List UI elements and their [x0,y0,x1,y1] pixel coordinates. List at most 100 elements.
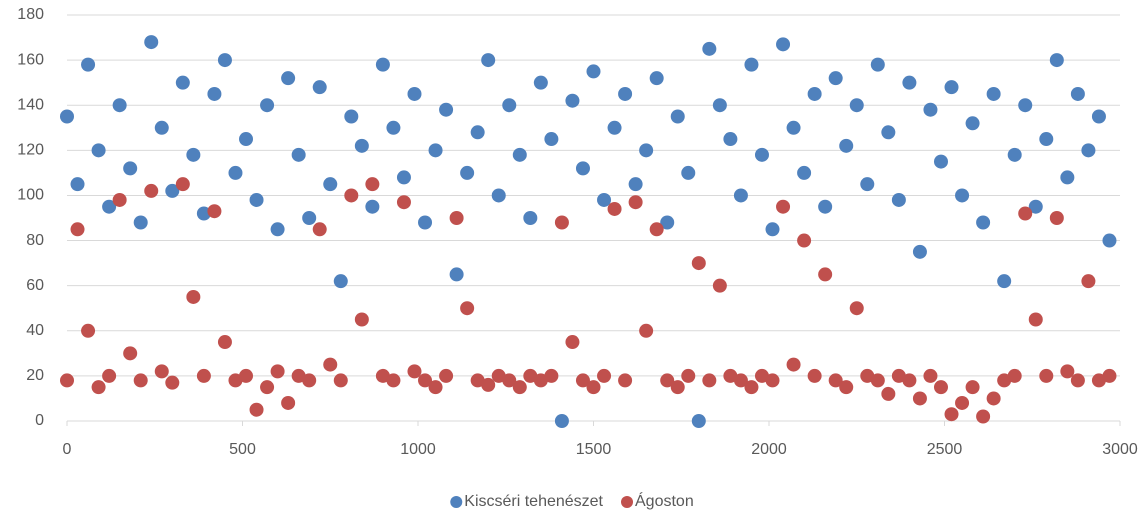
point [449,211,464,225]
point [586,64,601,79]
point [523,211,538,225]
point [260,380,275,395]
point [712,98,727,113]
point [1039,132,1054,147]
point [660,215,675,230]
point [554,215,569,230]
point [933,380,948,395]
point [186,289,201,304]
point [239,368,254,383]
point [1007,147,1022,162]
point [470,373,485,388]
point [923,368,938,383]
y-tick-label: 180 [17,6,44,23]
point [565,93,580,108]
point [228,165,243,180]
point [965,380,980,395]
point [102,368,117,383]
point [723,368,738,383]
point [396,195,411,210]
point [418,373,433,388]
point [607,201,622,216]
point [997,373,1012,388]
point [860,177,875,192]
point [449,267,464,282]
point [944,80,959,95]
point [186,147,201,162]
point [165,375,180,390]
point [828,71,843,86]
point [976,215,991,230]
point [207,204,222,219]
point [797,165,812,180]
point [312,80,327,95]
point [460,301,475,316]
point [512,380,527,395]
point [1091,373,1106,388]
point [270,364,285,379]
point [523,368,538,383]
point [418,215,433,230]
point [228,373,243,388]
x-tick-label: 1500 [576,441,612,458]
point [575,373,590,388]
point [123,161,138,176]
point [217,335,232,350]
point [902,373,917,388]
point [797,233,812,248]
point [628,177,643,192]
point [333,274,348,289]
point [881,125,896,140]
point [702,41,717,56]
point [533,373,548,388]
y-tick-label: 120 [17,142,44,159]
point [870,57,885,72]
point [828,373,843,388]
point [776,199,791,214]
point [386,373,401,388]
point [1039,368,1054,383]
point [723,132,738,147]
x-tick-label: 500 [229,441,256,458]
point [776,37,791,52]
point [154,364,169,379]
point [691,256,706,271]
point [207,86,222,101]
point [481,377,496,392]
point [618,373,633,388]
point [986,86,1001,101]
point [386,120,401,135]
point [70,177,85,192]
point [102,199,117,214]
point [502,98,517,113]
point [407,86,422,101]
legend-marker [450,496,463,508]
point [744,380,759,395]
point [439,368,454,383]
point [375,57,390,72]
point [123,346,138,361]
point [807,368,822,383]
point [649,71,664,86]
point [691,414,706,428]
point [1060,364,1075,379]
y-tick-label: 80 [26,232,44,249]
point [175,75,190,90]
point [765,373,780,388]
point [112,98,127,113]
point [81,323,96,338]
point [312,222,327,237]
y-tick-label: 60 [26,277,44,294]
point [712,278,727,293]
point [239,132,254,147]
series [60,35,1117,428]
point [133,215,148,230]
point [702,373,717,388]
point [849,301,864,316]
point [439,102,454,117]
point [81,57,96,72]
point [91,380,106,395]
point [144,35,159,50]
point [839,138,854,153]
